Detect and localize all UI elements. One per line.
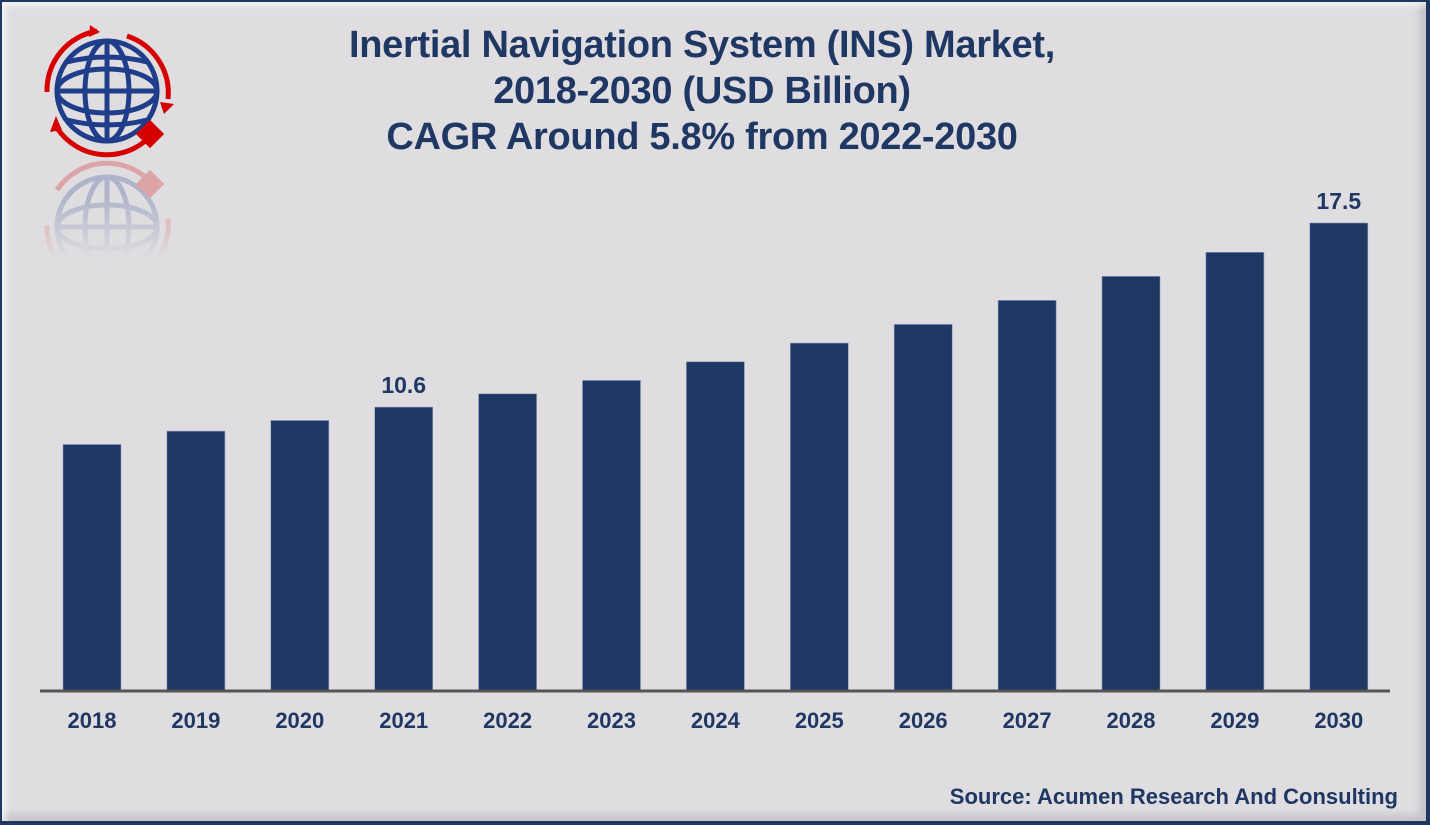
x-tick-label: 2027 xyxy=(1003,708,1052,733)
data-label-2021: 10.6 xyxy=(381,372,426,398)
x-tick-label: 2026 xyxy=(899,708,948,733)
bar-2029 xyxy=(1205,252,1265,691)
bar-2021 xyxy=(374,406,434,691)
x-tick-label: 2022 xyxy=(483,708,532,733)
data-label-2030: 17.5 xyxy=(1316,188,1361,214)
bar-2027 xyxy=(997,300,1057,691)
title-line-3: CAGR Around 5.8% from 2022-2030 xyxy=(386,116,1018,158)
x-tick-label: 2025 xyxy=(795,708,844,733)
x-tick-label: 2028 xyxy=(1107,708,1156,733)
title-line-1: Inertial Navigation System (INS) Market, xyxy=(349,24,1055,66)
x-tick-label: 2019 xyxy=(171,708,220,733)
x-tick-label: 2020 xyxy=(275,708,324,733)
x-tick-label: 2018 xyxy=(68,708,117,733)
globe-logo-reflection-icon xyxy=(42,154,182,294)
bar-2019 xyxy=(166,430,226,691)
bar-2025 xyxy=(789,342,849,691)
bar-2024 xyxy=(686,361,745,691)
bar-2022 xyxy=(478,393,537,691)
bar-2030 xyxy=(1309,222,1369,691)
x-tick-label: 2023 xyxy=(587,708,636,733)
bar-2020 xyxy=(270,420,330,691)
globe-logo-icon xyxy=(42,24,182,164)
x-tick-label: 2030 xyxy=(1314,708,1363,733)
bar-2026 xyxy=(893,324,953,691)
bar-2018 xyxy=(62,444,122,691)
source-note: Source: Acumen Research And Consulting xyxy=(949,784,1398,809)
x-tick-label: 2021 xyxy=(379,708,428,733)
chart-title: Inertial Navigation System (INS) Market,… xyxy=(252,22,1152,160)
x-tick-label: 2029 xyxy=(1210,708,1259,733)
bar-2023 xyxy=(582,380,641,691)
bar-2028 xyxy=(1101,276,1161,691)
x-tick-label: 2024 xyxy=(691,708,741,733)
title-line-2: 2018-2030 (USD Billion) xyxy=(493,70,911,112)
